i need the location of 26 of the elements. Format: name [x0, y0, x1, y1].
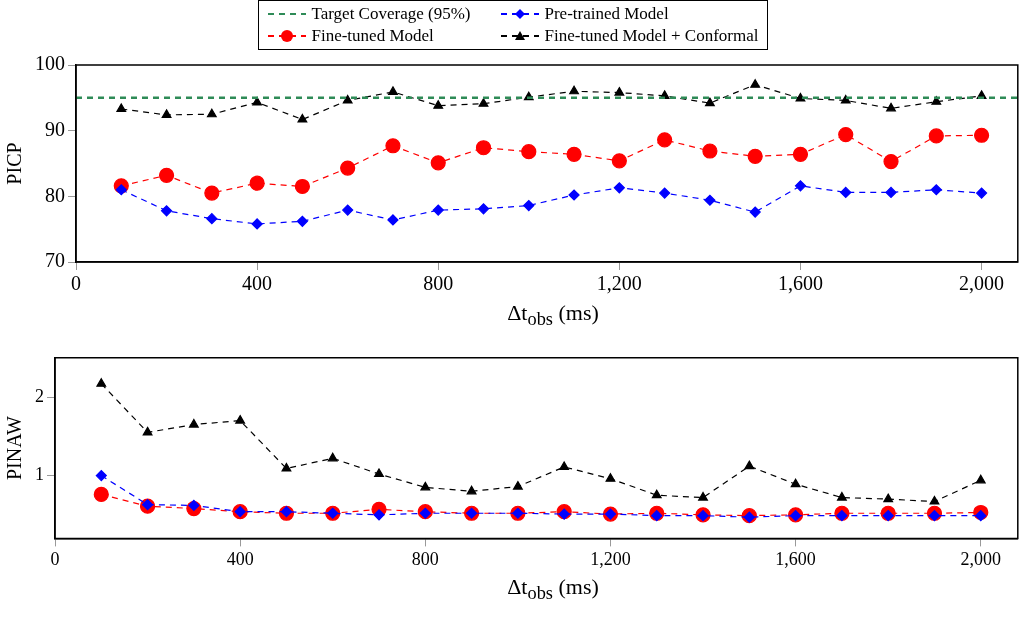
legend-label: Target Coverage (95%) — [311, 4, 471, 24]
x-tick-label: 0 — [71, 272, 81, 295]
x-tick-label: 800 — [411, 549, 439, 570]
x-axis-title: Δt$_{obs}$ (ms) — [506, 574, 600, 605]
legend-label: Fine-tuned Model + Conformal — [544, 26, 759, 46]
x-tick-label: 800 — [423, 272, 454, 295]
legend-label: Pre-trained Model — [544, 4, 669, 24]
y-tick-label: 1 — [35, 464, 44, 485]
y-axis-title: PICP — [3, 142, 26, 185]
x-tick-label: 1,200 — [590, 549, 631, 570]
y-tick-label: 2 — [35, 386, 44, 407]
x-tick-label: 1,600 — [777, 272, 823, 295]
x-tick-label: 1,600 — [775, 549, 816, 570]
x-tick-label: 0 — [50, 549, 60, 570]
x-tick-label: 2,000 — [960, 549, 1002, 570]
y-tick-label: 70 — [45, 249, 65, 272]
y-tick-label: 80 — [45, 183, 65, 206]
x-tick-label: 400 — [226, 549, 254, 570]
x-tick-label: 400 — [242, 272, 273, 295]
y-axis-title: PINAW — [3, 416, 26, 481]
legend-label: Fine-tuned Model — [311, 26, 434, 46]
x-axis-title: Δt$_{obs}$ (ms) — [506, 300, 600, 331]
x-tick-label: 2,000 — [959, 272, 1005, 295]
y-tick-label: 90 — [45, 117, 65, 140]
x-tick-label: 1,200 — [596, 272, 642, 295]
y-tick-label: 100 — [35, 52, 65, 75]
